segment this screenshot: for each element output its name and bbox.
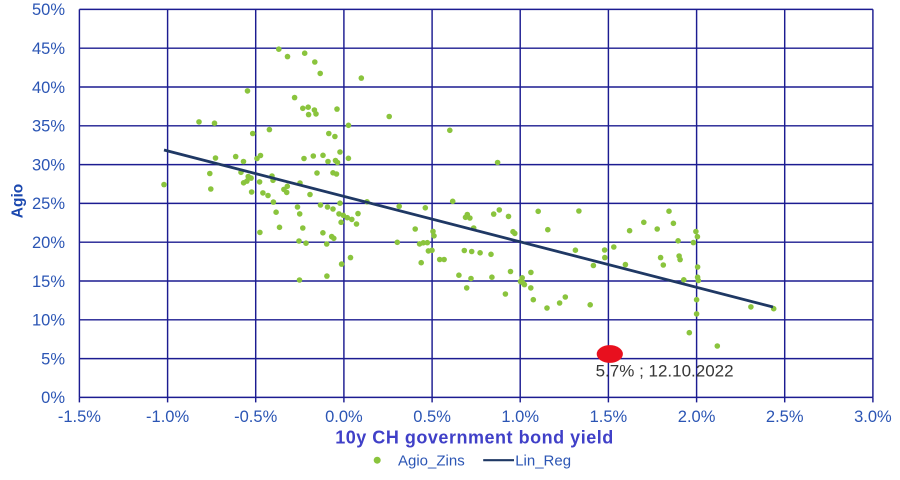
svg-text:3.0%: 3.0% xyxy=(854,408,892,426)
svg-text:0.0%: 0.0% xyxy=(325,408,363,426)
svg-text:-0.5%: -0.5% xyxy=(234,408,277,426)
svg-text:15%: 15% xyxy=(32,273,65,291)
svg-text:25%: 25% xyxy=(32,195,65,213)
svg-text:50%: 50% xyxy=(32,1,65,19)
svg-text:5.7% ; 12.10.2022: 5.7% ; 12.10.2022 xyxy=(596,362,734,381)
svg-text:0.5%: 0.5% xyxy=(413,408,451,426)
svg-text:0%: 0% xyxy=(41,389,65,407)
svg-text:30%: 30% xyxy=(32,156,65,174)
svg-text:10%: 10% xyxy=(32,312,65,330)
svg-text:2.5%: 2.5% xyxy=(766,408,804,426)
svg-text:35%: 35% xyxy=(32,118,65,136)
svg-text:Lin_Reg: Lin_Reg xyxy=(515,452,571,469)
svg-text:5%: 5% xyxy=(41,350,65,368)
svg-text:1.0%: 1.0% xyxy=(501,408,539,426)
svg-text:-1.0%: -1.0% xyxy=(146,408,189,426)
svg-text:Agio: Agio xyxy=(10,184,27,218)
svg-text:2.0%: 2.0% xyxy=(678,408,716,426)
svg-text:40%: 40% xyxy=(32,79,65,97)
svg-text:1.5%: 1.5% xyxy=(590,408,628,426)
svg-text:45%: 45% xyxy=(32,40,65,58)
svg-text:-1.5%: -1.5% xyxy=(58,408,101,426)
svg-text:Agio_Zins: Agio_Zins xyxy=(398,452,465,469)
svg-text:10y CH government bond yield: 10y CH government bond yield xyxy=(335,428,614,448)
svg-text:20%: 20% xyxy=(32,234,65,252)
